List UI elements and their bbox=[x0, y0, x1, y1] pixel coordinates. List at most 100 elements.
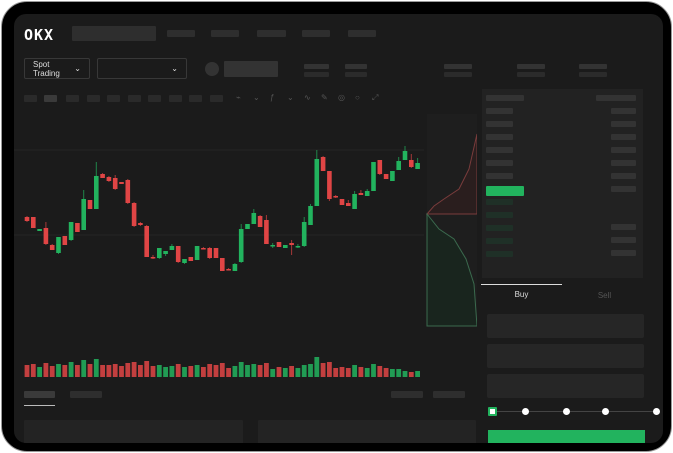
volume-bar bbox=[396, 369, 402, 377]
volume-bar bbox=[270, 369, 276, 377]
timeframe-button[interactable] bbox=[210, 95, 223, 102]
market-type-dropdown[interactable]: Spot Trading ⌄ bbox=[24, 58, 90, 79]
volume-bar bbox=[327, 362, 332, 377]
volume-bar bbox=[188, 366, 194, 377]
timeframe-button[interactable] bbox=[169, 95, 182, 102]
volume-bar bbox=[282, 368, 288, 377]
orderbook-amount bbox=[611, 108, 636, 114]
timeframe-button[interactable] bbox=[44, 95, 57, 102]
candle bbox=[364, 189, 370, 196]
candle-body bbox=[138, 223, 143, 225]
timeframe-button[interactable] bbox=[107, 95, 120, 102]
price-input[interactable] bbox=[487, 314, 644, 338]
volume-bar bbox=[213, 365, 219, 377]
filter-button[interactable] bbox=[433, 391, 465, 398]
candlestick-chart[interactable] bbox=[14, 114, 477, 384]
slider-mark[interactable] bbox=[602, 408, 609, 415]
nav-item[interactable] bbox=[211, 30, 239, 37]
target-icon-icon[interactable]: ◎ bbox=[338, 93, 345, 102]
slider-mark[interactable] bbox=[653, 408, 660, 415]
search-bar[interactable] bbox=[72, 26, 156, 41]
pair-dropdown[interactable]: ⌄ bbox=[97, 58, 187, 79]
candle-body bbox=[106, 177, 112, 181]
candle-body bbox=[207, 248, 212, 258]
assets-panel bbox=[258, 420, 476, 443]
nav-item[interactable] bbox=[257, 30, 286, 37]
timeframe-button[interactable] bbox=[189, 95, 202, 102]
okx-logo: OKX bbox=[24, 26, 55, 44]
total-input[interactable] bbox=[487, 374, 644, 398]
candle-body bbox=[131, 203, 137, 226]
candle bbox=[138, 222, 143, 226]
percent-slider[interactable] bbox=[488, 407, 660, 416]
orderbook-amount bbox=[611, 134, 636, 140]
stat-label bbox=[304, 64, 329, 69]
candle-body bbox=[251, 213, 257, 224]
volume-bar bbox=[156, 365, 162, 377]
candle-body bbox=[396, 161, 401, 170]
stat-value bbox=[444, 72, 472, 77]
candle bbox=[314, 150, 320, 206]
volume-bar bbox=[264, 363, 269, 377]
candle-body bbox=[283, 245, 288, 248]
candle bbox=[283, 245, 288, 248]
candle-body bbox=[320, 157, 326, 171]
candle bbox=[119, 182, 124, 184]
expand-icon-icon[interactable]: ⤢ bbox=[372, 93, 379, 102]
nav-item[interactable] bbox=[302, 30, 330, 37]
slider-mark[interactable] bbox=[563, 408, 570, 415]
indicator-icon[interactable]: ⌁ bbox=[236, 93, 241, 102]
timeframe-button[interactable] bbox=[128, 95, 141, 102]
candle bbox=[175, 246, 181, 263]
candle bbox=[390, 171, 395, 181]
filter-button[interactable] bbox=[391, 391, 423, 398]
candle bbox=[276, 242, 282, 247]
amount-input[interactable] bbox=[487, 344, 644, 368]
volume-bar bbox=[43, 363, 49, 377]
candle-body bbox=[150, 257, 156, 259]
stat-label bbox=[517, 64, 545, 69]
orderbook-price bbox=[486, 147, 513, 153]
market-type-label: Spot Trading bbox=[33, 59, 60, 78]
chevron-icon[interactable]: ⌄ bbox=[287, 93, 294, 102]
fx-icon[interactable]: ƒ bbox=[270, 93, 275, 102]
candle bbox=[157, 248, 162, 259]
candle-body bbox=[415, 163, 420, 169]
timeframe-button[interactable] bbox=[66, 95, 79, 102]
candle-body bbox=[352, 194, 357, 209]
orderbook-amount bbox=[611, 224, 636, 230]
candle-body bbox=[402, 151, 408, 160]
slider-handle[interactable] bbox=[488, 407, 497, 416]
nav-item[interactable] bbox=[167, 30, 195, 37]
candle bbox=[301, 217, 307, 247]
timeframe-button[interactable] bbox=[148, 95, 161, 102]
buy-tab[interactable]: Buy bbox=[514, 290, 529, 299]
pen-icon-icon[interactable]: ✎ bbox=[321, 93, 328, 102]
candle-body bbox=[270, 245, 275, 247]
stat-value bbox=[345, 72, 367, 77]
tab-open-orders[interactable] bbox=[24, 391, 55, 398]
nav-item[interactable] bbox=[348, 30, 376, 37]
timeframe-button[interactable] bbox=[24, 95, 37, 102]
line-tool-icon[interactable]: ∿ bbox=[304, 93, 311, 102]
candle-body bbox=[24, 217, 30, 221]
sell-tab[interactable]: Sell bbox=[597, 291, 612, 300]
stat-label bbox=[579, 64, 607, 69]
volume-bar bbox=[112, 364, 118, 377]
slider-mark[interactable] bbox=[522, 408, 529, 415]
candle bbox=[245, 224, 250, 229]
candle bbox=[201, 247, 206, 250]
tab-order-history[interactable] bbox=[70, 391, 102, 398]
volume-bar bbox=[30, 364, 36, 377]
orderbook-price bbox=[486, 238, 513, 244]
buy-button[interactable] bbox=[488, 430, 645, 443]
timeframe-button[interactable] bbox=[87, 95, 100, 102]
indicator-icon[interactable]: ⌄ bbox=[253, 93, 260, 102]
candle-body bbox=[37, 229, 42, 231]
circle-icon-icon[interactable]: ○ bbox=[355, 93, 360, 102]
candle-body bbox=[371, 162, 376, 191]
candle-body bbox=[346, 203, 351, 206]
candle bbox=[131, 202, 137, 227]
candle bbox=[415, 158, 420, 169]
candle bbox=[352, 191, 357, 209]
